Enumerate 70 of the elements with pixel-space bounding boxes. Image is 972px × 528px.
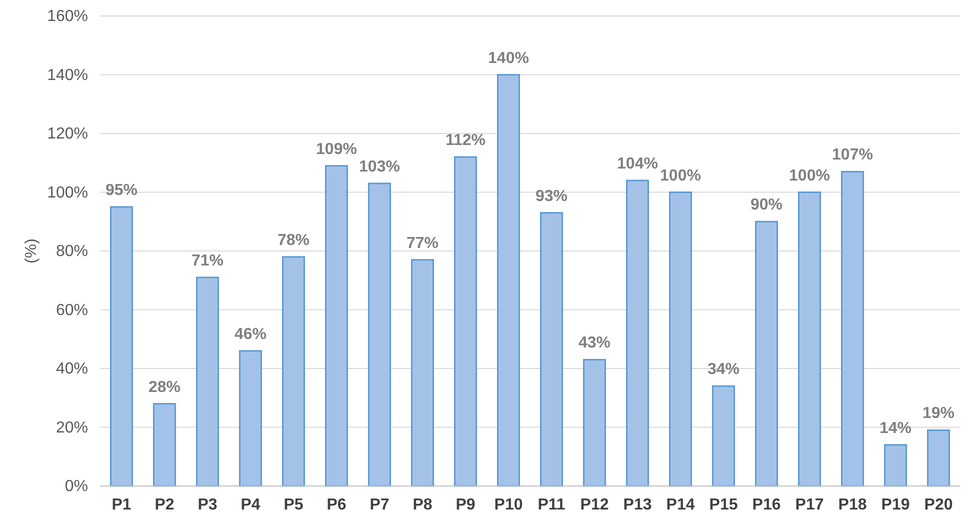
data-label: 28% [148,378,181,396]
y-tick-label: 160% [47,8,88,26]
bar [454,156,477,487]
bar [282,256,305,487]
data-label: 112% [445,132,486,149]
x-tick-label: P7 [370,496,390,514]
y-tick-label: 100% [47,184,88,202]
data-label: 71% [191,252,224,270]
data-label: 107% [832,146,873,164]
data-label: 34% [707,361,740,378]
bar [497,74,520,487]
y-tick-label: 60% [56,302,88,319]
x-tick-label: P9 [456,496,476,514]
data-label: 100% [660,167,701,184]
data-label: 103% [359,158,400,176]
bar [239,350,262,487]
data-label: 104% [617,156,658,172]
x-tick-label: P17 [795,496,824,514]
y-axis-title: (%) [23,238,40,264]
x-tick-label: P1 [112,496,132,514]
bar [927,429,950,487]
bar [411,259,434,487]
data-label: 78% [277,232,310,249]
bar [325,165,348,487]
bar [884,444,907,487]
data-label: 90% [750,196,783,214]
bar [368,182,391,487]
bar [798,192,821,487]
bar [153,403,176,487]
x-tick-label: P20 [924,496,953,514]
x-tick-label: P4 [240,496,260,514]
data-label: 43% [578,334,611,352]
y-tick-label: 80% [56,243,88,260]
y-tick-label: 120% [47,126,88,143]
x-tick-label: P18 [838,496,867,514]
y-tick-label: 0% [64,478,88,496]
bar [841,170,864,487]
bar [583,358,606,487]
data-label: 19% [922,405,955,422]
bar [196,276,219,487]
y-tick-label: 140% [47,66,88,84]
data-label: 140% [488,50,529,67]
data-label: 46% [234,326,267,343]
x-tick-label: P2 [154,496,174,514]
bar [626,180,649,487]
x-tick-label: P16 [752,496,781,514]
bar [669,192,692,487]
data-label: 100% [789,167,830,184]
x-tick-label: P3 [198,496,218,514]
bar [712,385,735,487]
y-tick-label: 20% [56,419,88,436]
data-label: 95% [105,182,138,199]
x-tick-label: P19 [881,496,910,514]
bar [540,212,563,487]
bar [110,206,133,487]
x-tick-label: P10 [494,496,523,514]
data-label: 14% [879,420,912,437]
data-label: 93% [535,188,568,205]
data-label: 77% [406,234,439,252]
y-tick-label: 40% [56,360,88,378]
x-tick-label: P8 [412,496,432,514]
x-tick-label: P12 [580,496,609,514]
x-tick-label: P14 [666,496,695,514]
data-label: 109% [316,140,357,158]
x-tick-label: P6 [326,496,346,514]
x-tick-label: P5 [284,496,304,514]
x-tick-label: P15 [709,496,738,514]
bar [755,220,778,487]
x-tick-label: P13 [623,496,652,514]
x-tick-label: P11 [538,496,566,514]
